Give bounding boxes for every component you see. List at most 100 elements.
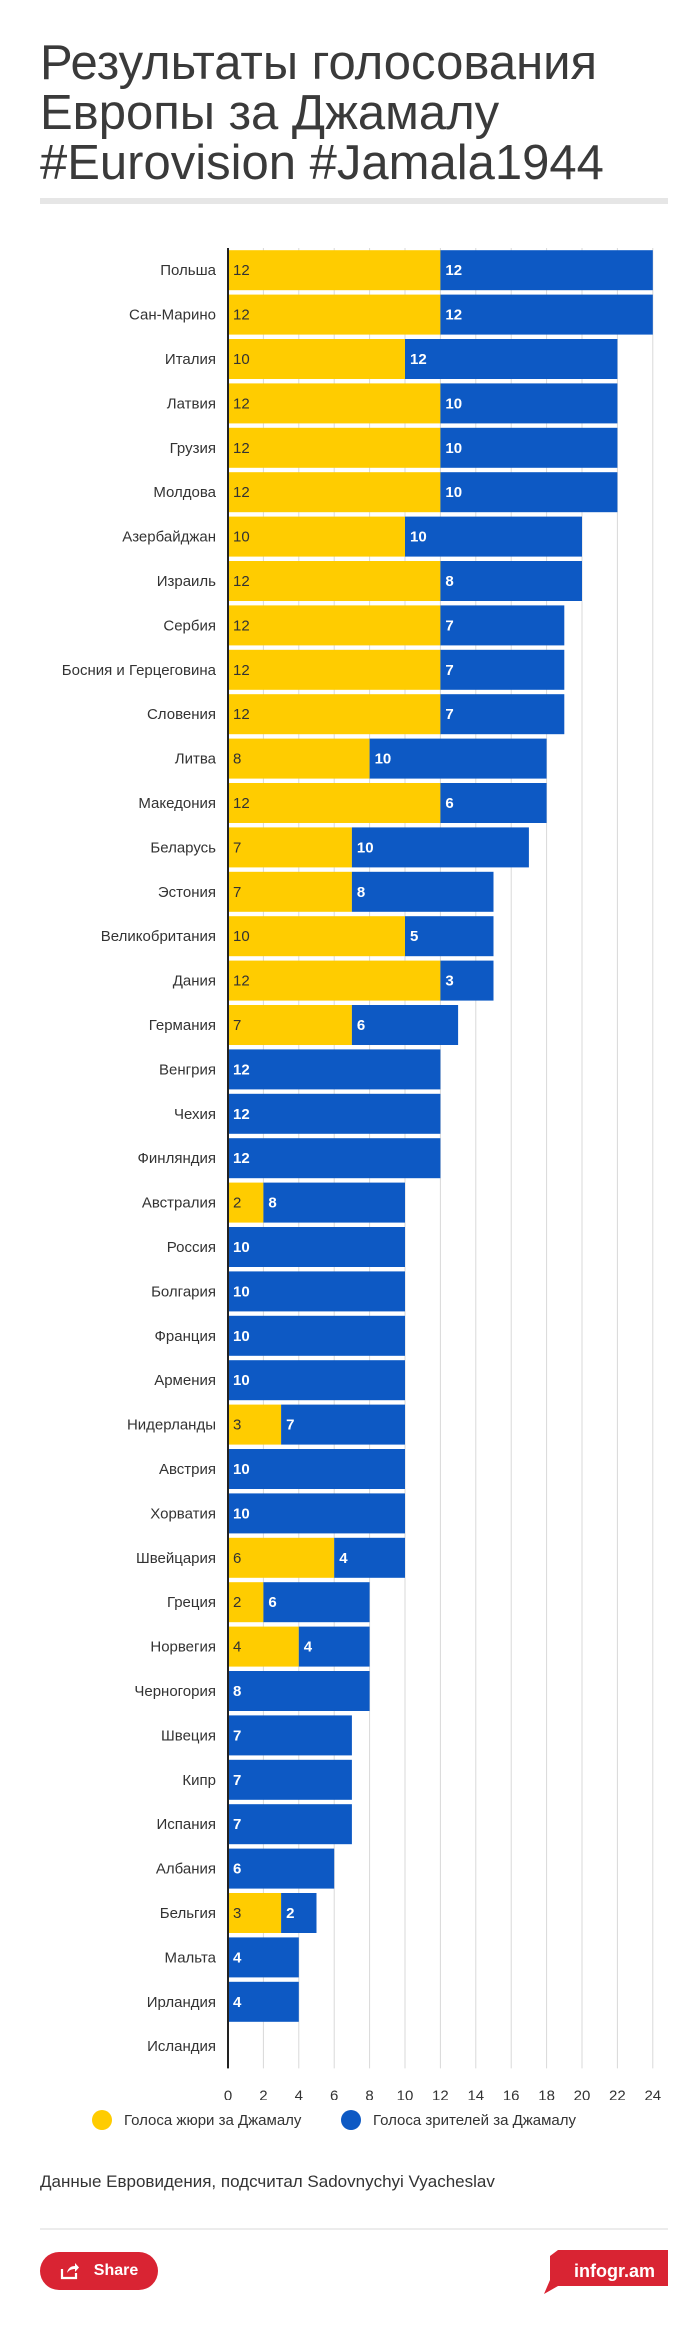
source-note: Данные Евровидения, подсчитал Sadovnychy…	[40, 2172, 495, 2191]
data-label-jury: 12	[233, 973, 250, 990]
data-label-jury: 10	[233, 529, 250, 546]
category-label: Черногория	[134, 1683, 216, 1700]
x-tick-label: 8	[365, 2087, 373, 2100]
data-label-public: 4	[339, 1550, 348, 1567]
x-tick-label: 18	[538, 2087, 555, 2100]
data-label-public: 7	[286, 1417, 294, 1434]
category-label: Сербия	[163, 617, 216, 634]
infogram-logo-shape	[544, 2250, 668, 2294]
share-button[interactable]: Share	[40, 2252, 158, 2290]
data-label-public: 8	[357, 884, 365, 901]
data-label-public: 5	[410, 928, 418, 945]
data-label-public: 4	[233, 1994, 242, 2011]
bar-public	[228, 1493, 405, 1534]
data-label-public: 10	[233, 1505, 250, 1522]
category-label: Албания	[156, 1861, 216, 1878]
category-label: Норвегия	[150, 1639, 216, 1656]
data-label-jury: 12	[233, 573, 250, 590]
data-label-public: 12	[410, 351, 427, 368]
bar-public	[228, 1848, 335, 1889]
bar-public	[228, 1759, 352, 1800]
bar-public	[351, 827, 529, 868]
data-label-jury: 2	[233, 1195, 241, 1212]
category-label: Ирландия	[147, 1994, 216, 2011]
bar-public	[228, 1715, 352, 1756]
legend-swatch-public	[341, 2110, 361, 2130]
x-tick-label: 0	[224, 2087, 232, 2100]
legend-item-jury[interactable]: Голоса жюри за Джамалу	[92, 2110, 301, 2130]
legend-label-public: Голоса зрителей за Джамалу	[373, 2111, 577, 2129]
bar-public	[440, 694, 565, 735]
category-label: Македония	[138, 795, 216, 812]
bar-public	[228, 1227, 405, 1267]
bar-public	[263, 1582, 370, 1623]
data-label-public: 7	[445, 706, 453, 723]
data-label-public: 3	[445, 973, 453, 990]
data-label-jury: 12	[233, 307, 250, 324]
category-label: Беларусь	[150, 839, 216, 856]
category-label: Грузия	[170, 440, 216, 457]
data-label-public: 10	[375, 751, 392, 768]
bar-public	[281, 1893, 317, 1933]
bar-public	[228, 1937, 299, 1978]
data-label-jury: 12	[233, 662, 250, 679]
category-label: Литва	[175, 751, 217, 768]
bar-jury	[228, 472, 441, 513]
bar-public	[228, 1049, 441, 1090]
bar-jury	[228, 1582, 264, 1623]
bar-jury	[228, 960, 441, 1001]
bar-jury	[228, 1005, 352, 1045]
data-label-public: 12	[233, 1106, 250, 1123]
data-label-public: 7	[233, 1727, 241, 1744]
category-label: Польша	[160, 262, 216, 279]
bar-jury	[228, 294, 441, 335]
category-label: Франция	[155, 1328, 216, 1345]
category-label: Испания	[156, 1816, 216, 1833]
bar-jury	[228, 1182, 264, 1223]
bar-jury	[228, 250, 441, 291]
legend-item-public[interactable]: Голоса зрителей за Джамалу	[341, 2110, 576, 2130]
stacked-bar-chart: Польша 12 12 Сан-Марино 12 12 Италия 10 12 Латвия…	[62, 248, 661, 2104]
category-label: Бельгия	[160, 1905, 216, 1922]
data-label-jury: 7	[233, 839, 241, 856]
x-tick-label: 16	[503, 2087, 520, 2100]
category-label: Кипр	[182, 1772, 216, 1789]
bar-jury	[228, 561, 441, 601]
bar-public	[228, 1271, 405, 1312]
data-label-jury: 12	[233, 617, 250, 634]
data-label-public: 10	[410, 529, 427, 546]
category-label: Армения	[154, 1372, 216, 1389]
brand-logo[interactable]: infogr.am	[544, 2250, 668, 2294]
category-label: Чехия	[174, 1106, 216, 1123]
category-label: Хорватия	[150, 1505, 216, 1522]
bar-public	[351, 871, 494, 912]
bar-public	[405, 516, 582, 557]
data-label-jury: 12	[233, 262, 250, 279]
data-label-jury: 7	[233, 884, 241, 901]
category-label: Россия	[167, 1239, 216, 1256]
category-label: Нидерланды	[127, 1417, 216, 1434]
bar-public	[263, 1182, 405, 1223]
data-label-jury: 12	[233, 795, 250, 812]
data-label-public: 12	[445, 307, 462, 324]
bar-jury	[228, 1893, 282, 1933]
bar-public	[228, 1671, 370, 1711]
category-label: Латвия	[167, 395, 216, 412]
footer-divider	[40, 2228, 668, 2230]
bar-jury	[228, 605, 441, 646]
bar-public	[405, 339, 618, 379]
data-label-jury: 12	[233, 395, 250, 412]
bar-public	[228, 1804, 352, 1845]
bar-public	[369, 738, 547, 779]
bar-jury	[228, 516, 405, 557]
data-label-jury: 12	[233, 440, 250, 457]
bar-public	[440, 427, 618, 468]
data-label-public: 10	[233, 1461, 250, 1478]
data-label-public: 10	[233, 1328, 250, 1345]
data-label-public: 12	[233, 1061, 250, 1078]
bar-jury	[228, 1404, 282, 1445]
bar-public	[440, 649, 565, 690]
category-label: Финляндия	[138, 1150, 216, 1167]
bar-jury	[228, 383, 441, 424]
category-label: Босния и Герцеговина	[62, 662, 217, 679]
